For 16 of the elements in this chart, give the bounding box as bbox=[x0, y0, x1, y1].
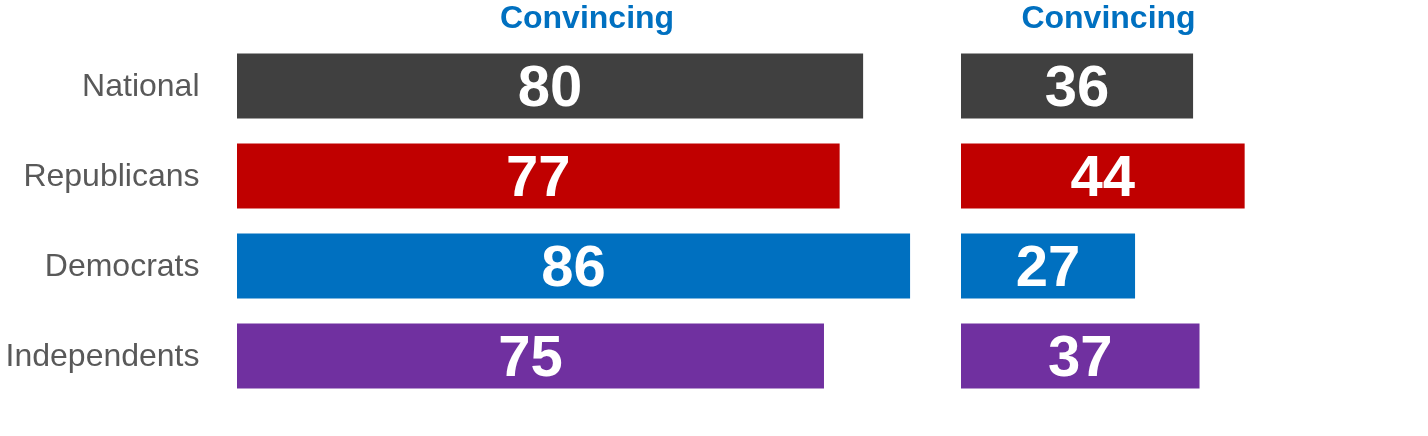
y-tick-label: Republicans bbox=[23, 157, 200, 193]
data-label: 80 bbox=[517, 53, 583, 118]
data-label: 77 bbox=[506, 143, 571, 208]
y-tick-label: Democrats bbox=[44, 247, 200, 283]
data-label: 44 bbox=[1070, 143, 1136, 208]
chart-title: Convincing bbox=[1021, 0, 1196, 35]
data-label: 75 bbox=[498, 323, 563, 388]
data-label: 36 bbox=[1044, 53, 1110, 118]
y-tick-label: National bbox=[82, 67, 200, 103]
data-label: 37 bbox=[1048, 323, 1113, 388]
y-tick-label: Independents bbox=[5, 337, 200, 373]
chart-title: Convincing bbox=[499, 0, 675, 35]
bar bbox=[961, 143, 1245, 209]
data-label: 27 bbox=[1015, 233, 1081, 298]
data-label: 86 bbox=[541, 233, 606, 298]
bar bbox=[961, 323, 1200, 389]
